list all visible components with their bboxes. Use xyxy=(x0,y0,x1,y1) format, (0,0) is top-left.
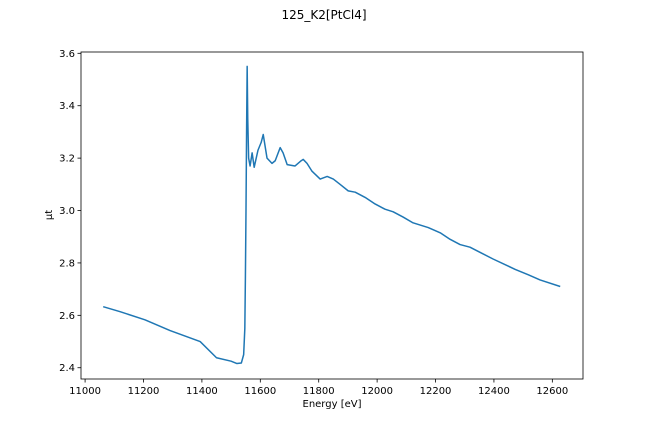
x-tick-label: 11600 xyxy=(244,386,276,397)
y-tick-label: 3.6 xyxy=(59,49,75,60)
x-tick-label: 11400 xyxy=(186,386,218,397)
x-tick-label: 11800 xyxy=(303,386,335,397)
y-axis-label: μt xyxy=(44,210,55,220)
x-tick-label: 11200 xyxy=(128,386,160,397)
x-axis-label: Energy [eV] xyxy=(303,399,362,410)
x-tick-label: 12600 xyxy=(536,386,568,397)
x-tick-label: 11000 xyxy=(69,386,101,397)
y-tick-label: 3.4 xyxy=(59,101,75,112)
x-tick-label: 12200 xyxy=(420,386,452,397)
x-tick-label: 12000 xyxy=(361,386,393,397)
data-line xyxy=(102,65,561,365)
plot-frame xyxy=(80,51,584,380)
x-tick-label: 12400 xyxy=(478,386,510,397)
y-tick-label: 3.0 xyxy=(59,206,75,217)
chart-title: 125_K2[PtCl4] xyxy=(281,8,366,22)
y-tick-label: 2.8 xyxy=(59,258,75,269)
y-tick-label: 2.4 xyxy=(59,363,75,374)
y-tick-label: 3.2 xyxy=(59,154,75,165)
y-tick-label: 2.6 xyxy=(59,311,75,322)
